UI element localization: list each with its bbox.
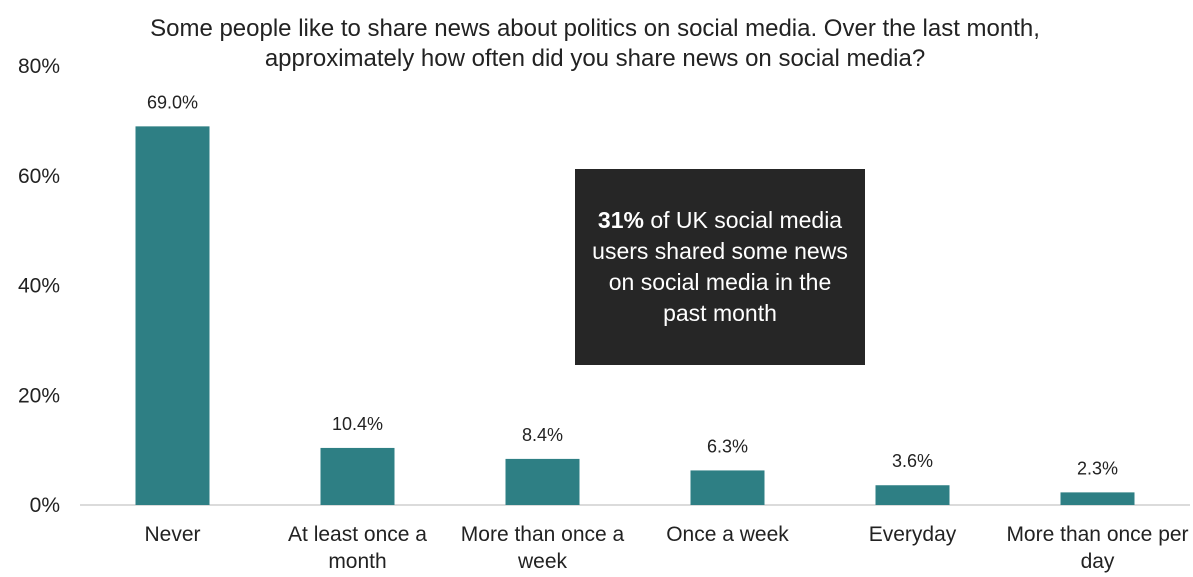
x-tick-label: Everyday	[868, 523, 957, 546]
bars-group	[135, 126, 1135, 506]
data-label: 6.3%	[707, 436, 748, 456]
data-label: 10.4%	[332, 414, 383, 434]
bar	[1060, 492, 1135, 505]
bar	[875, 485, 950, 505]
bar	[320, 447, 395, 505]
x-tick-label: More than once a week	[460, 523, 625, 573]
data-label: 2.3%	[1077, 458, 1118, 478]
data-label: 3.6%	[892, 451, 933, 471]
annotation-text: of UK social media users shared some new…	[592, 207, 848, 326]
y-tick-label: 20%	[18, 384, 60, 407]
x-tick-label: More than once per day	[1006, 523, 1189, 573]
bar	[135, 126, 210, 506]
chart-title: Some people like to share news about pol…	[150, 15, 1040, 72]
annotation-highlight: 31%	[597, 207, 644, 233]
data-label: 8.4%	[522, 425, 563, 445]
data-labels-group: 69.0% 10.4% 8.4% 6.3% 3.6% 2.3%	[147, 92, 1118, 478]
y-axis: 0% 20% 40% 60% 80%	[18, 55, 60, 517]
y-tick-label: 80%	[18, 55, 60, 78]
x-tick-label: Once a week	[666, 523, 789, 546]
data-label: 69.0%	[147, 92, 198, 112]
x-tick-label: At least once a month	[288, 523, 427, 573]
y-tick-label: 40%	[18, 275, 60, 298]
y-tick-label: 0%	[30, 494, 60, 517]
y-tick-label: 60%	[18, 165, 60, 188]
annotation-callout: 31% of UK social media users shared some…	[575, 169, 865, 365]
bar	[690, 470, 765, 505]
x-tick-label: Never	[144, 523, 201, 546]
bar	[505, 458, 580, 505]
